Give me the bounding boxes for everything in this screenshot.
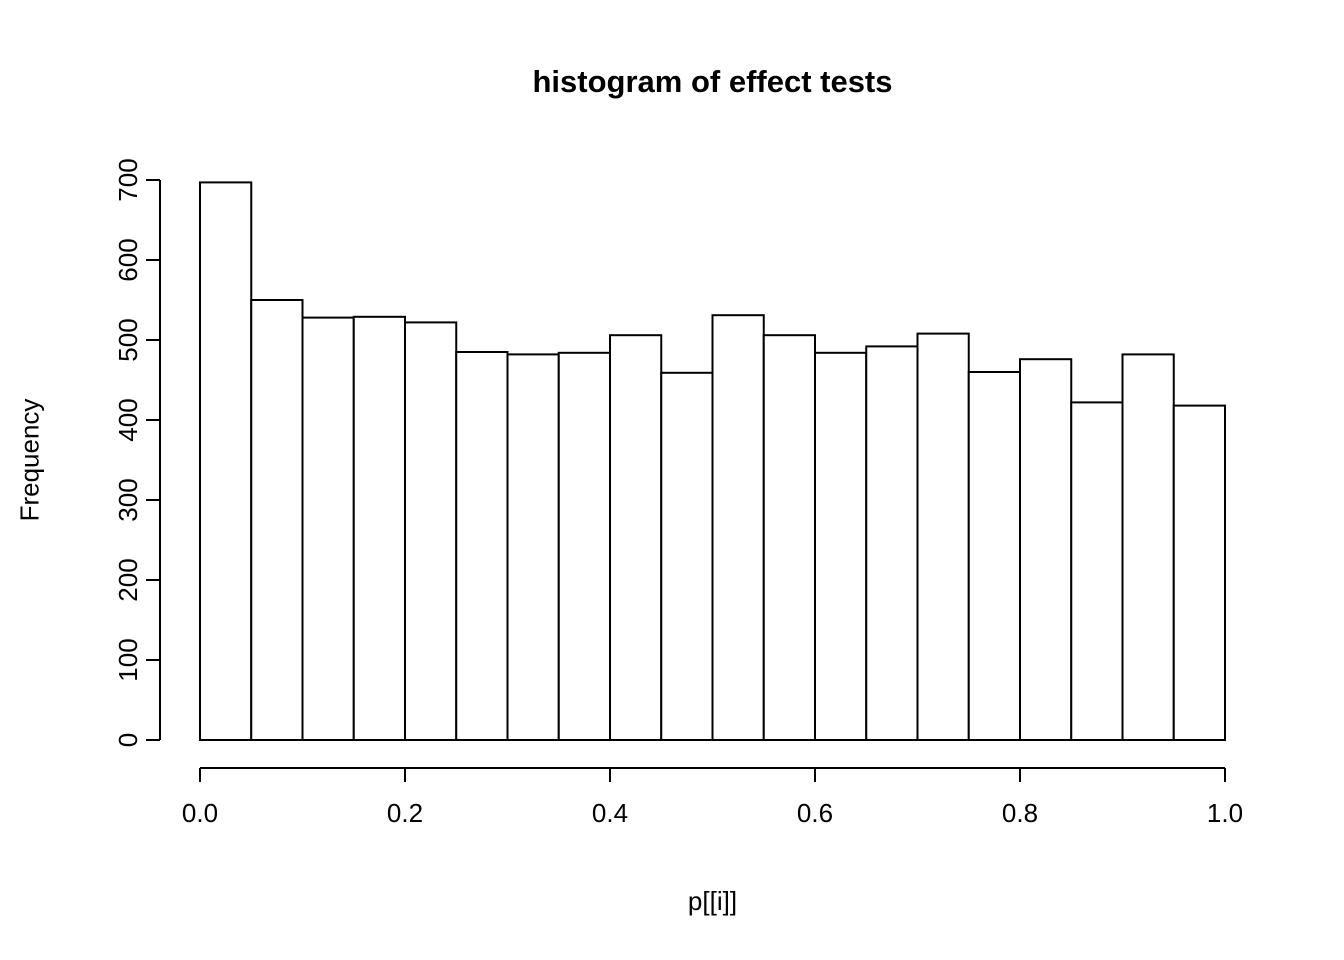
- histogram-bar: [1070, 401, 1124, 741]
- histogram-bar: [557, 351, 611, 741]
- histogram-bar: [762, 334, 816, 741]
- histogram-bar: [967, 371, 1021, 741]
- y-tick-label: 600: [113, 238, 143, 281]
- y-tick-label: 400: [113, 398, 143, 441]
- histogram-bar: [1121, 353, 1175, 741]
- histogram-bar: [404, 321, 458, 741]
- x-tick-label: 0.8: [1002, 798, 1038, 828]
- x-tick-label: 0.2: [387, 798, 423, 828]
- histogram-bar: [660, 371, 714, 741]
- histogram-bar: [506, 353, 560, 741]
- y-tick-label: 200: [113, 558, 143, 601]
- y-tick-label: 300: [113, 478, 143, 521]
- histogram-bar: [865, 345, 919, 741]
- histogram-bar: [301, 316, 355, 741]
- x-tick-label: 0.4: [592, 798, 628, 828]
- histogram-bar: [814, 351, 868, 741]
- x-tick-label: 0.0: [182, 798, 218, 828]
- y-tick-label: 0: [113, 733, 143, 747]
- histogram-bar: [352, 315, 406, 741]
- y-axis-label: Frequency: [14, 398, 45, 522]
- x-tick-label: 1.0: [1207, 798, 1243, 828]
- histogram-bar: [250, 299, 304, 741]
- chart-title: histogram of effect tests: [532, 64, 893, 99]
- y-tick-label: 700: [113, 158, 143, 201]
- histogram-bar: [455, 351, 509, 741]
- y-tick-label: 100: [113, 638, 143, 681]
- histogram-bar: [609, 334, 663, 741]
- histogram-bar: [1172, 404, 1226, 741]
- x-axis-label: p[[i]]: [687, 886, 738, 916]
- histogram-bar: [1019, 358, 1073, 741]
- histogram-bar: [916, 332, 970, 741]
- x-tick-label: 0.6: [797, 798, 833, 828]
- histogram-bar: [199, 181, 253, 741]
- y-tick-label: 500: [113, 318, 143, 361]
- histogram-bar: [711, 314, 765, 741]
